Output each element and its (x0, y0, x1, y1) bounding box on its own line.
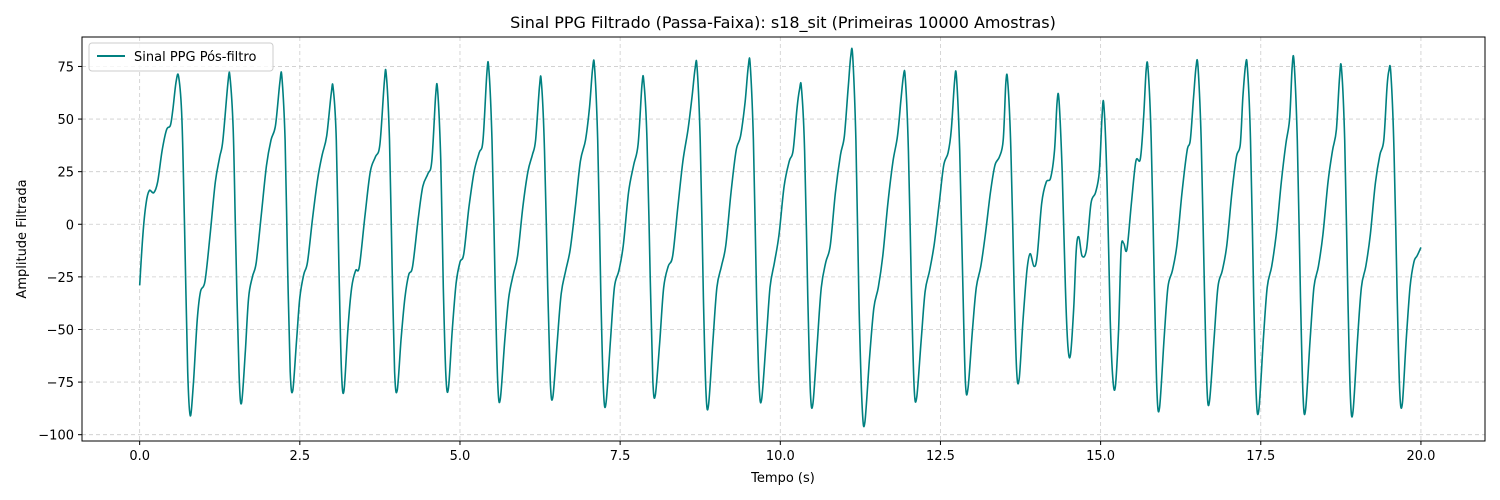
y-tick-label: 25 (57, 166, 74, 181)
x-tick-label: 17.5 (1246, 449, 1275, 464)
x-tick-label: 15.0 (1086, 449, 1115, 464)
x-axis: 0.0 2.5 5.0 7.5 10.0 12.5 15.0 17.5 20.0 (129, 441, 1435, 464)
legend-box (88, 42, 274, 72)
x-tick-label: 2.5 (289, 449, 310, 464)
x-tick-label: 12.5 (926, 449, 955, 464)
plot-frame (81, 36, 1486, 442)
series-layer (138, 47, 1422, 428)
y-axis-title: Amplitude Filtrada (15, 179, 30, 298)
y-tick-label: −25 (47, 271, 74, 286)
x-axis-title: Tempo (s) (750, 471, 815, 486)
chart-title: Sinal PPG Filtrado (Passa-Faixa): s18_si… (510, 13, 1056, 33)
x-tick-label: 10.0 (766, 449, 795, 464)
y-tick-label: 75 (57, 60, 74, 75)
x-tick-label: 5.0 (450, 449, 471, 464)
x-tick-label: 7.5 (610, 449, 631, 464)
y-tick-label: 0 (66, 218, 74, 233)
x-tick-label: 20.0 (1406, 449, 1435, 464)
y-axis: −100 −75 −50 −25 0 25 50 75 (38, 60, 82, 444)
series-line (138, 47, 1422, 428)
legend: Sinal PPG Pós-filtro (88, 42, 274, 72)
y-tick-label: −75 (47, 376, 74, 391)
y-tick-label: −100 (38, 429, 74, 444)
legend-label: Sinal PPG Pós-filtro (134, 50, 256, 65)
y-tick-label: 50 (57, 113, 74, 128)
x-tick-label: 0.0 (129, 449, 150, 464)
y-tick-label: −50 (47, 323, 74, 338)
